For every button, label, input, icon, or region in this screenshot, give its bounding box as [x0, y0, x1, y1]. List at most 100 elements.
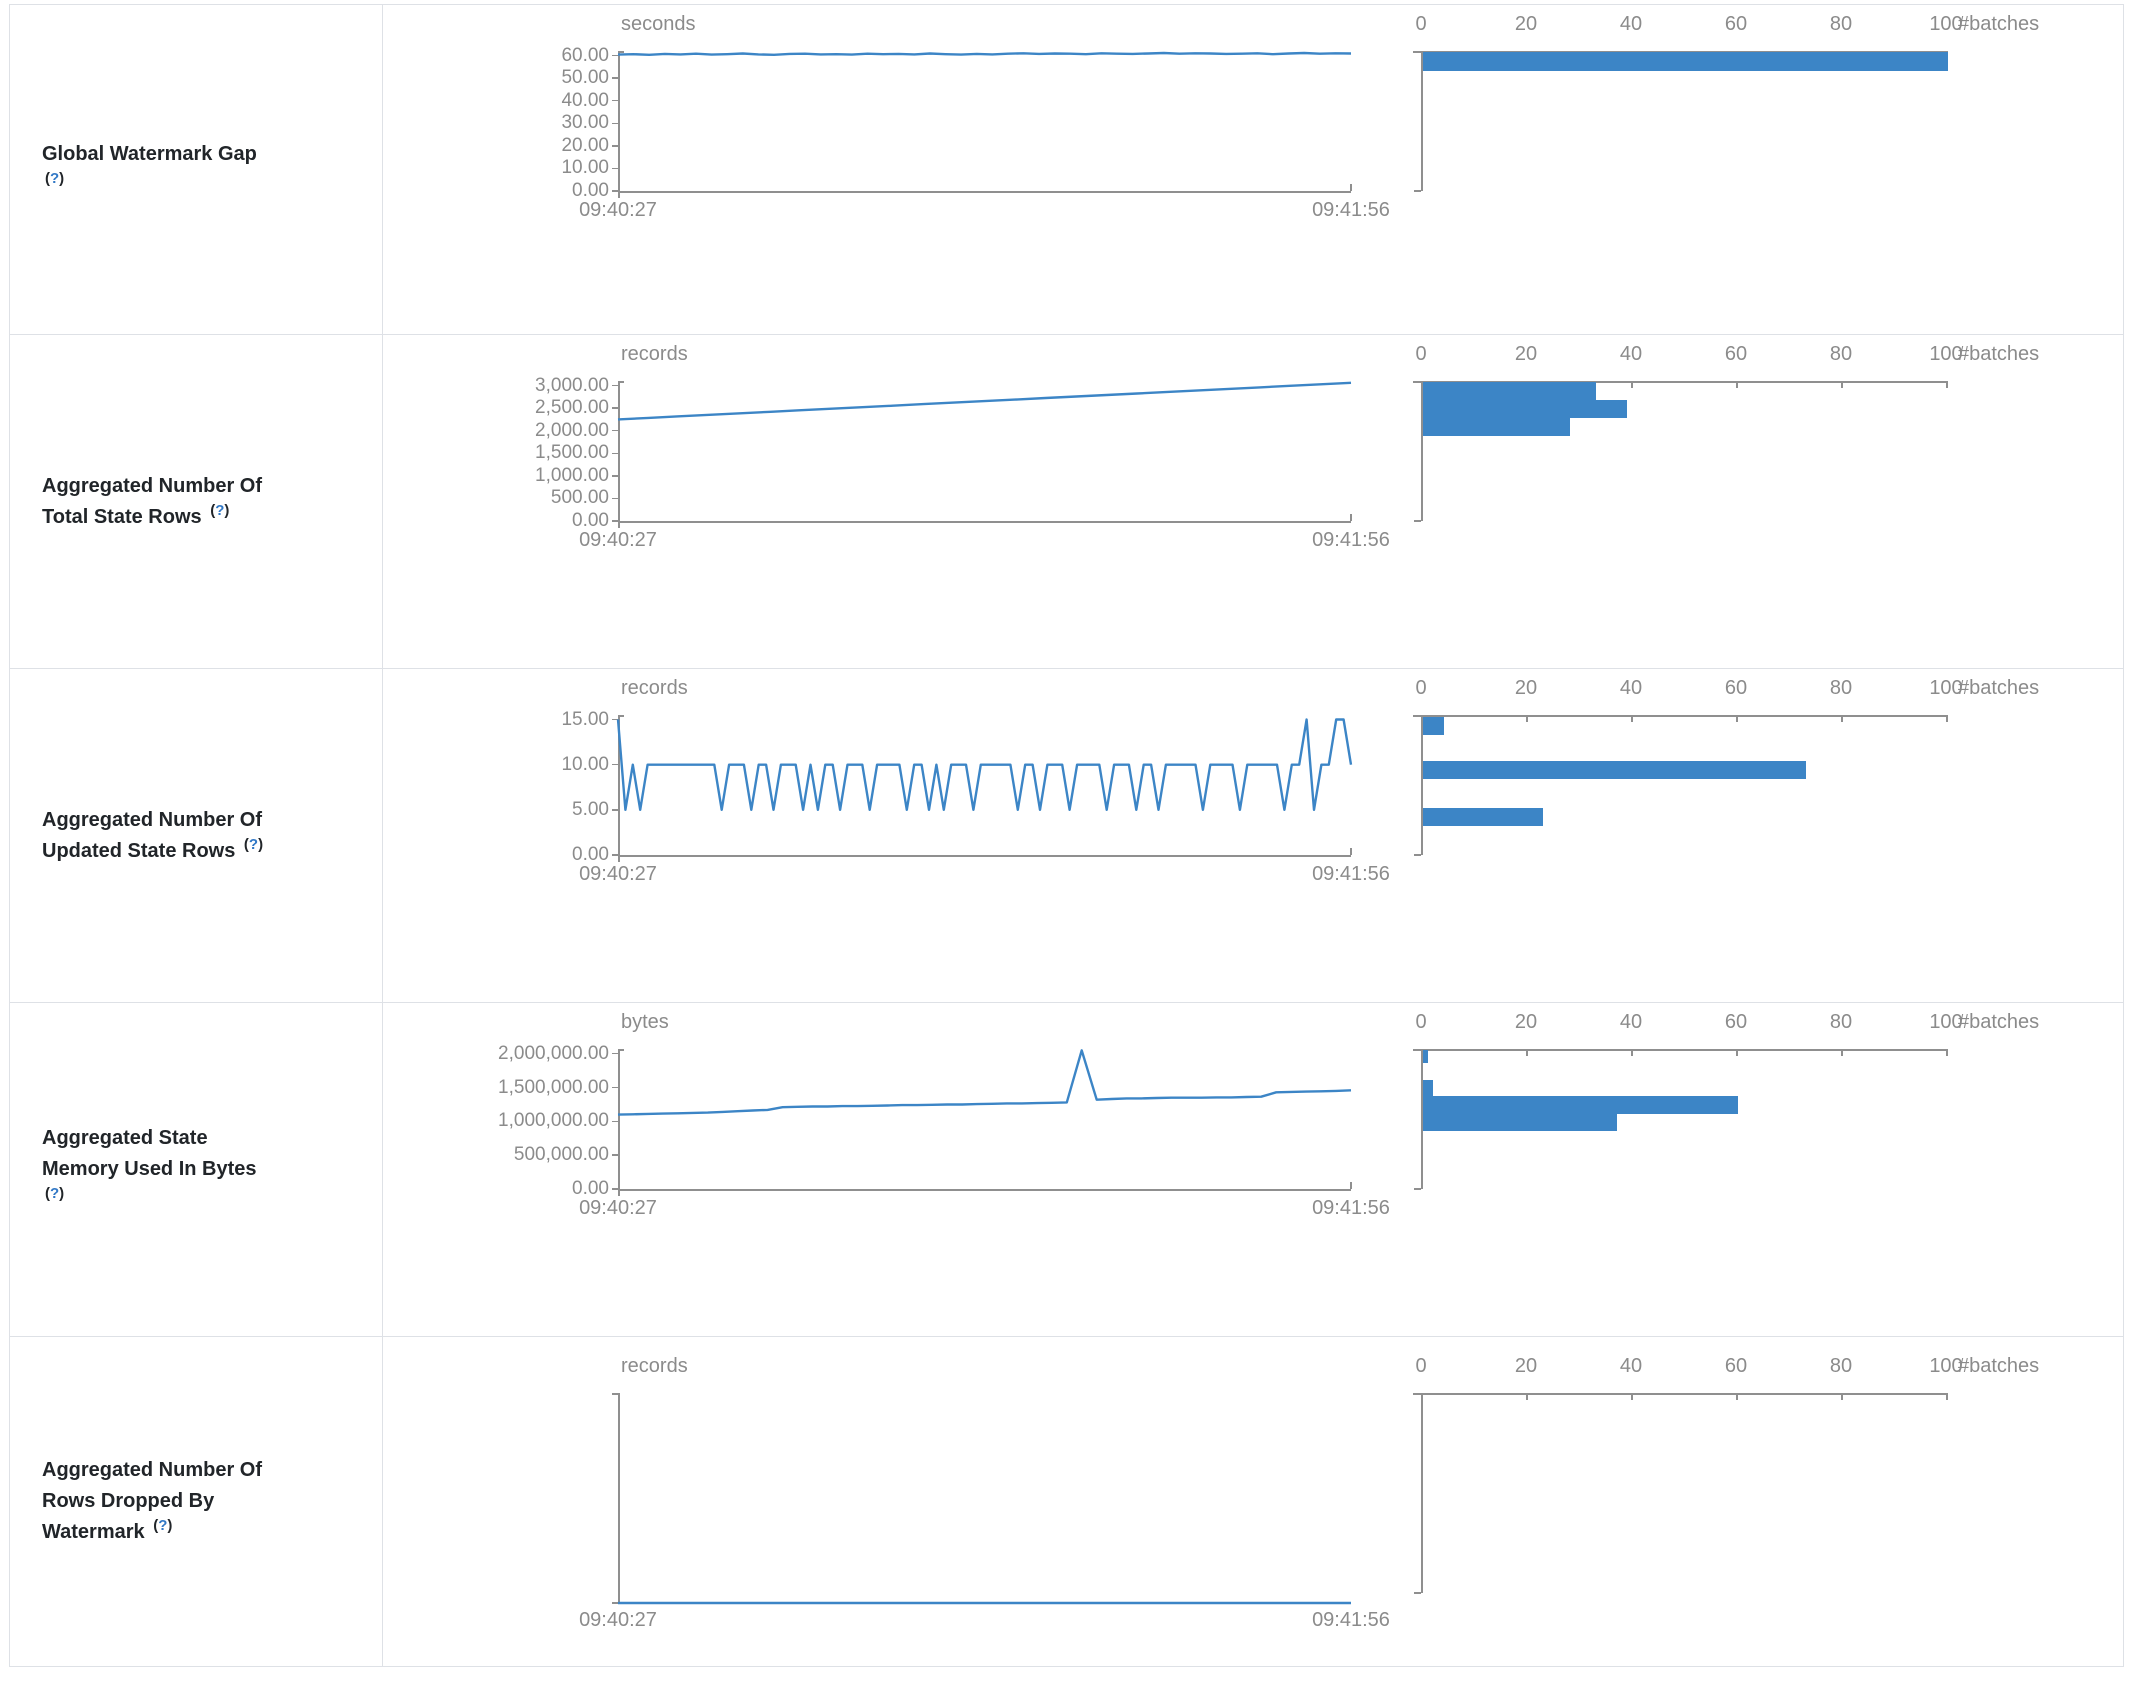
histogram-bar — [1422, 400, 1628, 418]
y-tick-mark — [612, 384, 618, 387]
metric-label-text: Aggregated Number Of — [42, 474, 263, 497]
histogram-bar — [1422, 1080, 1433, 1096]
histogram-tick-mark — [1736, 1393, 1738, 1400]
y-tick-mark — [612, 407, 618, 409]
help-link[interactable]: (?) — [45, 1185, 65, 1203]
histogram-tick-label: 40 — [1619, 343, 1643, 365]
y-tick-label: 50.00 — [561, 67, 609, 89]
x-axis-end-tick — [1350, 1182, 1352, 1189]
histogram-batches-label: #batches — [1958, 1355, 2040, 1377]
chart-cell: records 15.00 10.00 5.00 0.00 09:40:27 09:41:5… — [383, 669, 2123, 1002]
timeline-line-chart — [617, 51, 1352, 56]
histogram-bar — [1422, 1050, 1428, 1063]
metric-label-text: Aggregated Number Of — [42, 1459, 263, 1481]
metric-label-cell: Global Watermark Gap (?) — [10, 5, 383, 334]
histogram-tick-label: 40 — [1619, 1355, 1643, 1377]
histogram-tick-label: 20 — [1514, 13, 1538, 35]
y-tick-mark — [612, 1120, 618, 1123]
metric-label-text: Total State Rows — [42, 505, 202, 528]
histogram-tick-label: 40 — [1619, 13, 1643, 35]
help-link[interactable]: (?) — [210, 501, 230, 519]
y-tick-mark — [612, 1086, 618, 1089]
histogram-tick-label: 0 — [1415, 13, 1427, 35]
metric-label-text: Global Watermark Gap — [42, 142, 257, 165]
histogram-tick-mark — [1946, 1393, 1948, 1400]
histogram-tick-label: 60 — [1724, 1011, 1748, 1033]
x-axis-line — [618, 521, 1351, 523]
metric-label-text: Aggregated State — [42, 1127, 208, 1149]
y-tick-mark — [612, 145, 618, 147]
y-tick-mark — [612, 122, 618, 124]
y-tick-mark — [612, 54, 618, 57]
chart-unit-label: records — [621, 343, 688, 365]
y-tick-label: 0.00 — [572, 180, 609, 201]
help-link[interactable]: (?) — [45, 169, 65, 187]
histogram-y-axis-line — [1421, 1393, 1423, 1593]
histogram-batches-label: #batches — [1958, 677, 2040, 699]
x-axis-label-start: 09:40:27 — [579, 1197, 657, 1219]
y-tick-mark — [612, 763, 618, 766]
y-axis-domain-stub — [618, 715, 624, 717]
help-link[interactable]: (?) — [243, 835, 264, 853]
x-axis-label-start: 09:40:27 — [579, 1609, 657, 1631]
metric-label-cell: Aggregated Number Of Rows Dropped By Wat… — [10, 1337, 383, 1666]
y-tick-mark — [612, 854, 618, 856]
metric-row-rows-dropped-by-watermark: Aggregated Number Of Rows Dropped By Wat… — [10, 1337, 2123, 1666]
help-link[interactable]: (?) — [153, 1517, 173, 1535]
histogram-y-axis-line — [1421, 51, 1423, 191]
y-tick-label: 5.00 — [572, 798, 609, 820]
histogram-tick-label: 40 — [1619, 1011, 1643, 1033]
histogram-tick-label: 100 — [1929, 1355, 1963, 1377]
y-tick-mark — [612, 1052, 618, 1055]
y-tick-mark — [612, 1154, 618, 1156]
y-tick-mark — [612, 809, 618, 811]
histogram-tick-mark — [1841, 715, 1843, 722]
metric-label-text: Updated State Rows — [42, 839, 236, 862]
histogram-tick-label: 100 — [1929, 343, 1963, 365]
histogram-tick-label: 20 — [1514, 1355, 1538, 1377]
histogram-tick-label: 0 — [1415, 1355, 1427, 1377]
x-axis-end-tick — [1350, 848, 1352, 855]
histogram-bar — [1422, 1096, 1738, 1114]
y-tick-mark — [612, 190, 618, 192]
y-tick-label: 500,000.00 — [513, 1144, 609, 1166]
histogram-axis-line — [1413, 715, 1946, 717]
histogram-axis-bottom-stub — [1414, 190, 1421, 192]
histogram-batches-label: #batches — [1958, 13, 2040, 35]
metric-row-state-memory-bytes: Aggregated State Memory Used In Bytes (?… — [10, 1003, 2123, 1337]
y-axis-domain-stub — [618, 381, 624, 383]
x-axis-start-tick — [618, 521, 620, 528]
y-tick-mark — [612, 77, 618, 79]
histogram-tick-label: 60 — [1724, 1355, 1748, 1377]
histogram-batches-label: #batches — [1958, 343, 2040, 365]
timeline-line — [616, 718, 1353, 812]
chart-cell: seconds 60.00 50.00 40.00 30.00 20.00 10.00 0.0… — [383, 5, 2123, 334]
y-tick-label: 10.00 — [561, 753, 609, 775]
histogram-tick-label: 0 — [1415, 1011, 1427, 1033]
y-axis-line — [618, 381, 620, 521]
x-axis-label-start: 09:40:27 — [579, 863, 657, 885]
histogram-tick-mark — [1526, 1049, 1528, 1056]
histogram-tick-label: 80 — [1829, 1011, 1853, 1033]
metric-label-text: Memory Used In Bytes — [42, 1158, 257, 1180]
histogram-axis-bottom-stub — [1414, 1592, 1421, 1594]
metric-label-text: Watermark — [42, 1521, 145, 1543]
y-tick-label: 0.00 — [572, 844, 609, 865]
x-axis-label-end: 09:41:56 — [1312, 1197, 1390, 1219]
histogram-tick-mark — [1841, 1393, 1843, 1400]
histogram-tick-label: 100 — [1929, 1011, 1963, 1033]
y-tick-mark — [612, 99, 618, 102]
histogram-bar — [1422, 761, 1806, 779]
y-tick-mark — [612, 475, 618, 477]
metric-label-cell: Aggregated Number Of Total State Rows (?… — [10, 335, 383, 668]
metric-label-text: Aggregated Number Of — [42, 808, 263, 831]
streaming-metrics-table: Global Watermark Gap (?) seconds 60.00 50.… — [9, 4, 2124, 1667]
histogram-axis-line — [1413, 51, 1946, 53]
x-axis-label-end: 09:41:56 — [1312, 863, 1390, 885]
histogram-tick-mark — [1946, 1049, 1948, 1056]
histogram-tick-label: 0 — [1415, 343, 1427, 365]
histogram-axis-bottom-stub — [1414, 520, 1421, 522]
histogram-tick-mark — [1841, 381, 1843, 388]
histogram-y-axis-line — [1421, 381, 1423, 521]
